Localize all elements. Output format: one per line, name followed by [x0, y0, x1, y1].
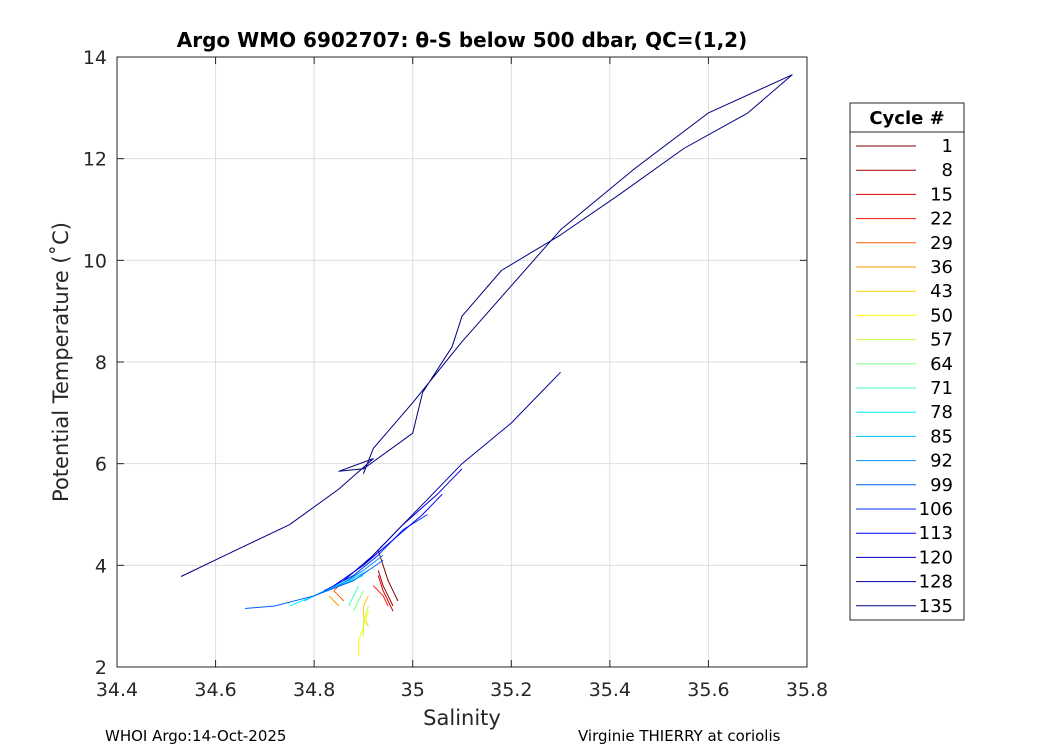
x-tick-label: 35 [401, 679, 425, 701]
y-tick-label: 8 [95, 352, 107, 374]
legend-box [849, 102, 965, 621]
y-tick-label: 12 [83, 149, 107, 171]
x-tick-label: 34.8 [293, 679, 335, 701]
y-tick-label: 6 [95, 454, 107, 476]
plot-area: 34.4 34.6 34.8 35 35.2 35.4 35.6 35.8 2 4 6 8 10 12 14 [83, 47, 828, 701]
x-tick-label: 34.4 [96, 679, 138, 701]
legend-label: 113 [919, 523, 953, 544]
series-line-15 [377, 575, 394, 612]
x-axis-label: Salinity [423, 706, 501, 730]
x-tick-label: 35.8 [786, 679, 828, 701]
series-line-22 [372, 585, 389, 607]
series-line-43 [362, 595, 369, 627]
legend-label: 36 [930, 257, 953, 278]
legend: Cycle # 18152229364350576471788592991061… [849, 102, 965, 621]
legend-label: 135 [919, 596, 953, 617]
series-line-1 [377, 549, 399, 602]
y-tick-label: 10 [83, 250, 107, 272]
y-tick-label: 4 [95, 555, 107, 577]
legend-label: 15 [930, 184, 953, 205]
series-line-8 [377, 570, 394, 607]
y-tick-label: 14 [83, 47, 107, 69]
footer-right: Virginie THIERRY at coriolis [578, 727, 781, 745]
legend-label: 64 [930, 354, 953, 375]
series-line-36 [328, 595, 340, 607]
footer-left: WHOI Argo:14-Oct-2025 [105, 727, 286, 745]
legend-label: 120 [919, 547, 953, 568]
legend-label: 92 [930, 451, 953, 472]
series-line-128 [363, 371, 561, 566]
series-line-64 [353, 590, 364, 612]
series-line-50 [358, 610, 369, 657]
ticks: 34.4 34.6 34.8 35 35.2 35.4 35.6 35.8 2 4 6 8 10 12 14 [83, 47, 828, 701]
series-line-99 [245, 559, 384, 609]
legend-label: 29 [930, 233, 953, 254]
x-tick-label: 34.6 [194, 679, 236, 701]
legend-label: 71 [930, 378, 953, 399]
legend-label: 85 [930, 426, 953, 447]
x-tick-label: 35.6 [687, 679, 729, 701]
series-line-29 [333, 585, 345, 602]
legend-label: 22 [930, 209, 953, 230]
series-layer [180, 74, 793, 657]
legend-label: 78 [930, 402, 953, 423]
legend-label: 128 [919, 572, 953, 593]
legend-items: 1 8 15 22 29 36 43 50 57 64 71 78 85 92 99 106 113 120 128… [856, 136, 953, 617]
legend-label: 50 [930, 305, 953, 326]
y-tick-label: 2 [95, 657, 107, 679]
y-axis-label: Potential Temperature (˚C) [49, 222, 73, 502]
chart-title: Argo WMO 6902707: θ-S below 500 dbar, QC… [177, 28, 747, 52]
legend-label: 99 [930, 475, 953, 496]
series-line-57 [362, 605, 369, 637]
x-tick-label: 35.4 [589, 679, 631, 701]
x-tick-label: 35.2 [490, 679, 532, 701]
series-line-71 [348, 585, 359, 607]
series-line-135 [180, 74, 793, 577]
legend-label: 43 [930, 281, 953, 302]
legend-label: 106 [919, 499, 953, 520]
legend-label: 57 [930, 330, 953, 351]
legend-title: Cycle # [869, 108, 944, 129]
legend-label: 1 [942, 136, 953, 157]
legend-label: 8 [942, 160, 953, 181]
